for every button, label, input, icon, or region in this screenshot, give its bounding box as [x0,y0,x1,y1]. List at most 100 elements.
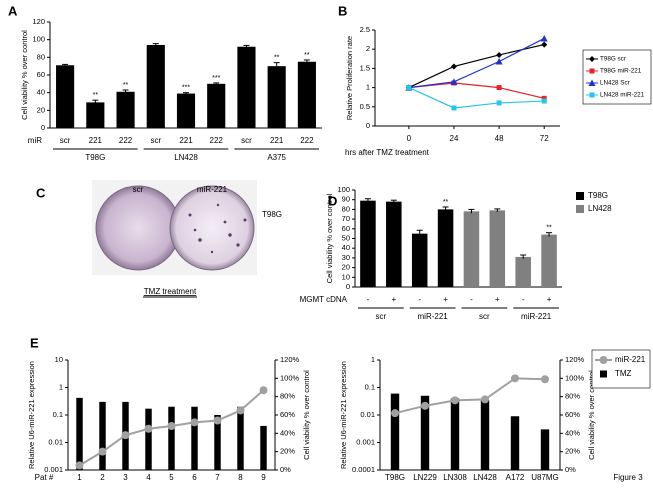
column-label: miR-221 [197,185,228,194]
point [391,409,399,418]
legend-marker [589,68,595,74]
point [511,374,519,383]
bar [515,256,531,287]
point [450,78,458,85]
point [213,416,222,425]
point [496,100,502,106]
column-label: scr [133,185,144,194]
y-tick-label: 90 [342,195,350,204]
y2-tick-label: 120% [280,355,300,364]
x-tick-label: LN428 [473,473,497,482]
y-tick-label: 100 [32,35,45,44]
y2-tick-label: 20% [565,447,580,456]
y-tick-label: 40 [342,243,350,252]
dish [169,185,255,271]
bar [145,408,152,470]
x-tick-label: LN308 [443,473,467,482]
legend-marker [588,79,596,86]
y2-tick-label: 80% [565,392,580,401]
bar [541,234,557,287]
group-label: scr [376,312,387,321]
bar [191,406,198,470]
bar [411,233,428,287]
bar [510,416,520,470]
y-tick-label: 1 [59,382,63,391]
bar [463,211,480,287]
series-line [394,377,546,415]
y-tick-label: 0 [41,123,45,132]
y2-tick-label: 60% [565,410,580,419]
bar [176,93,196,128]
figure-label: Figure 3 [613,473,643,482]
x-tick-label: 48 [495,134,504,143]
panel-letter: D [328,193,337,208]
bar [260,425,267,470]
series-line [408,44,545,89]
bar [116,91,135,128]
y-tick-label: 0.01 [48,437,63,446]
y-tick-label: 50 [342,233,350,242]
x-tick-label: + [391,295,396,304]
y2-axis-label: Cell viability % over control [587,370,596,460]
bar [540,429,550,470]
panel-letter: C [36,185,46,200]
x-tick-label: 7 [215,473,220,482]
x-tick-label: 222 [300,136,314,145]
bar [489,210,506,287]
panel-letter: B [338,3,347,18]
x-tick-label: + [495,295,500,304]
bar [214,415,221,470]
x-tick-label: 9 [261,473,266,482]
y-tick-label: 0 [346,282,350,291]
group-label: scr [479,312,490,321]
x-tick-label: T98G [385,473,405,482]
x-tick-label: 5 [169,473,174,482]
x-tick-label: A172 [506,473,525,482]
legend-marker [589,92,595,98]
panel-c: C scr miR-221 T98G TMZ treatment [36,180,282,298]
bar [390,393,400,470]
x-tick-label: 2 [100,473,105,482]
y-tick-label: 1.5 [360,63,370,72]
y-tick-label: 2.5 [360,25,370,34]
y-tick-label: 80 [342,204,350,213]
significance-label: ** [546,225,552,232]
y2-tick-label: 20% [280,447,295,456]
point [98,447,107,456]
y-axis-label: Relative U6-miR-221 expression [339,361,348,469]
group-label: T98G [85,153,105,162]
bar [267,66,286,128]
y-tick-label: 2 [366,44,370,53]
x-tick-label: 4 [146,473,151,482]
y-tick-label: 20 [37,105,45,114]
significance-label: ** [443,199,449,206]
group-label: miR-221 [521,312,552,321]
bar [146,44,165,128]
legend-swatch [600,370,607,378]
point [451,105,457,111]
y2-tick-label: 40% [565,428,580,437]
caption: TMZ treatment [144,287,197,296]
bar [297,61,316,128]
y-tick-label: 10 [342,272,350,281]
y-tick-label: 80 [37,52,45,61]
group-label: A375 [267,153,286,162]
x-tick-label: 24 [450,134,459,143]
legend-label: miR-221 [615,355,646,364]
bar [450,398,460,470]
y-axis-label: Relative U6-miR-221 expression [27,361,36,469]
y-tick-label: 30 [342,253,350,262]
x-tick-label: 3 [123,473,128,482]
legend-box [591,349,651,389]
legend-marker [589,56,595,62]
y2-tick-label: 80% [280,392,295,401]
x-tick-label: + [547,295,552,304]
panel-letter: A [8,3,18,18]
x-tick-label: - [367,295,370,304]
legend-label: T98G scr [600,56,626,63]
point [144,424,153,433]
point [421,401,429,410]
bar [207,83,226,128]
legend-label: LN428 [588,204,612,213]
